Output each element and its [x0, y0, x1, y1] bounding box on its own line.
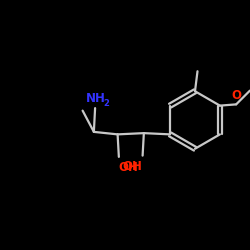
Text: OH: OH	[122, 160, 142, 173]
Text: 2: 2	[103, 99, 109, 108]
Text: NH: NH	[86, 92, 105, 105]
Text: OH: OH	[118, 162, 138, 174]
Text: O: O	[232, 89, 242, 102]
